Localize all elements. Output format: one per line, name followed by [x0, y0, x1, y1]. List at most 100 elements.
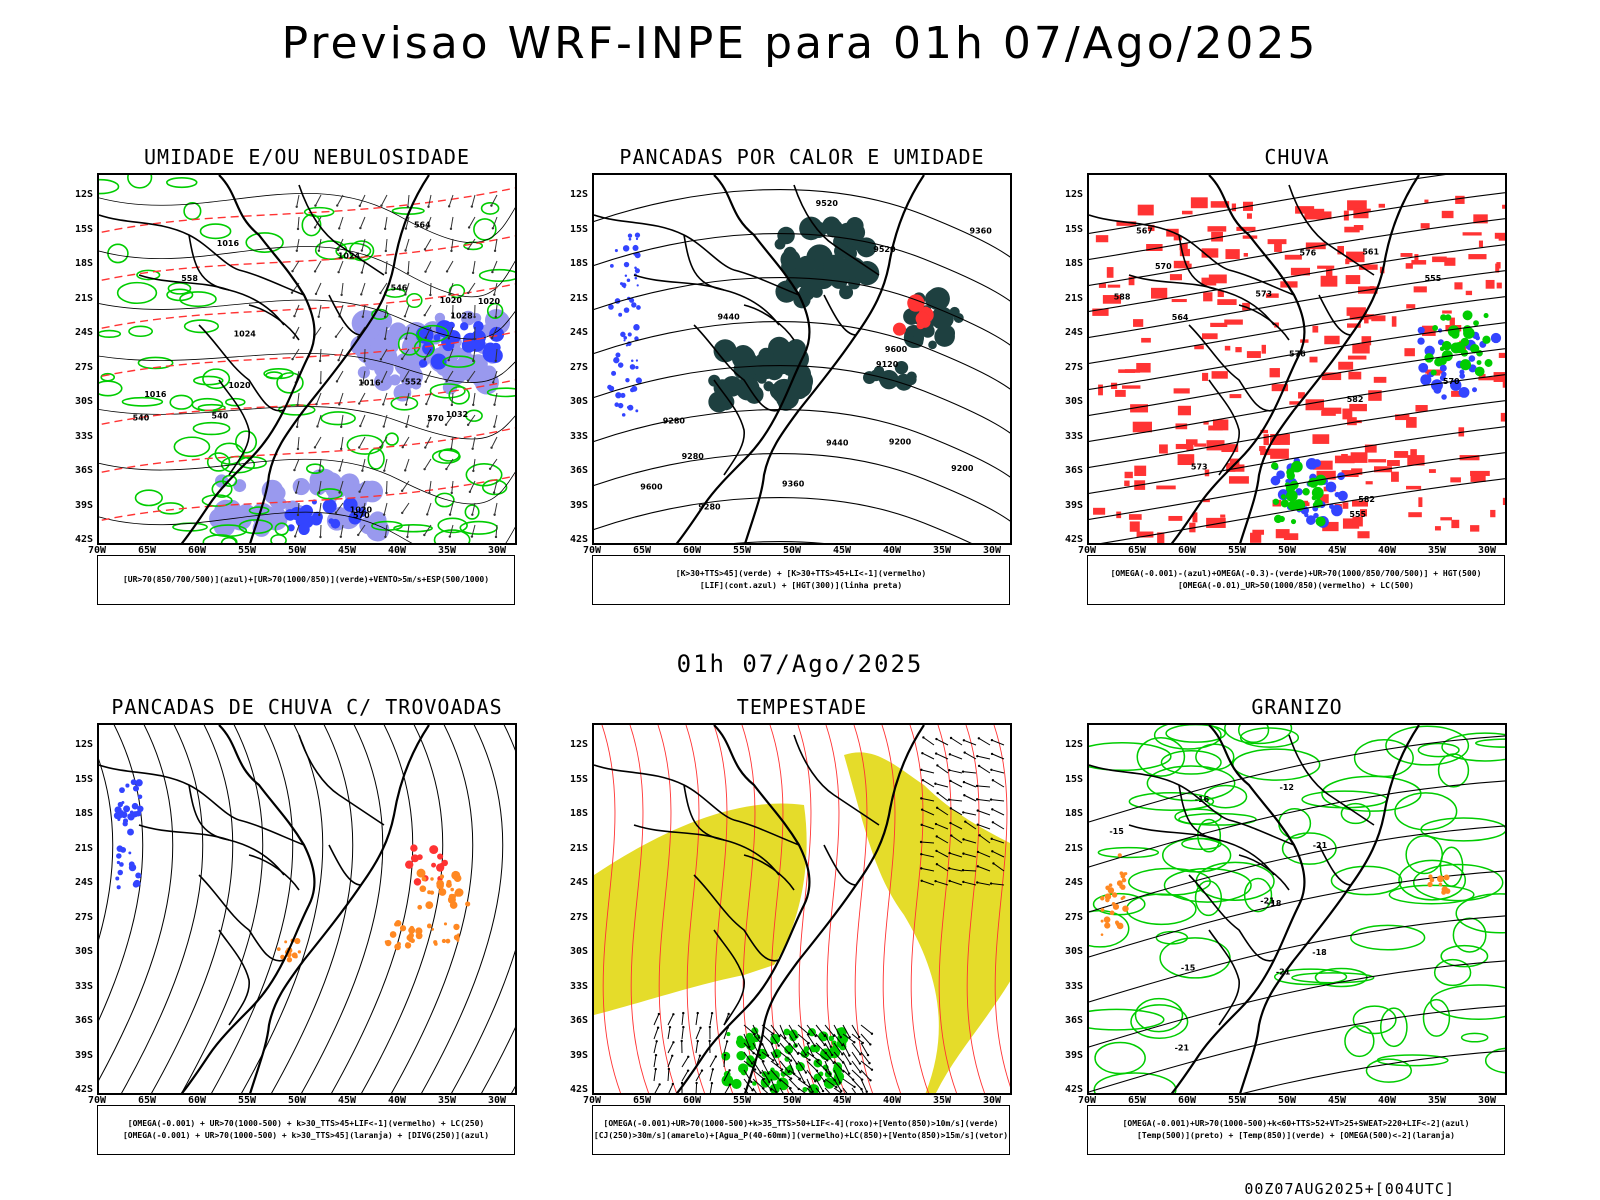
contour-label: 9280 [663, 417, 686, 426]
wind-vector-head [655, 1040, 658, 1043]
wind-vector-head [680, 1039, 683, 1043]
wind-vector [359, 194, 366, 207]
shaded-area [1427, 881, 1433, 888]
humidity-contour [166, 176, 198, 189]
shaded-area [437, 853, 444, 860]
streamline [271, 725, 354, 1093]
shaded-area [1306, 515, 1316, 525]
rain-area [1422, 325, 1436, 336]
shaded-area [1450, 379, 1462, 391]
contour-label: 9120 [876, 360, 899, 369]
rain-area [1181, 210, 1193, 215]
wind-vector [833, 1051, 844, 1063]
lon-label: 45W [337, 1095, 357, 1106]
rain-area [1496, 282, 1502, 289]
wind-vector-head [859, 1070, 862, 1074]
wind-vector [962, 869, 977, 872]
contour-label: 564 [1172, 313, 1189, 322]
wind-vector [402, 370, 410, 382]
wind-vector-head [963, 794, 966, 797]
lat-label: 42S [569, 1084, 588, 1095]
wind-vector [842, 1042, 850, 1056]
wind-vector-head [708, 1025, 712, 1029]
wind-vector [797, 1060, 807, 1073]
wind-vector [723, 1027, 729, 1040]
wind-vector-head [401, 380, 404, 383]
wind-vector [491, 260, 498, 273]
rain-area [1177, 405, 1191, 416]
wind-vector-head [358, 490, 361, 493]
state-border [683, 234, 725, 291]
rain-area [1128, 276, 1135, 286]
shaded-area [449, 901, 458, 909]
state-border [683, 784, 725, 841]
shaded-area [924, 289, 944, 309]
wind-vector [815, 1033, 826, 1046]
map-area [592, 723, 1012, 1095]
wind-vector-head [962, 852, 965, 855]
wind-vector [425, 392, 432, 405]
humidity-contour [192, 421, 231, 436]
wind-vector-head [423, 533, 426, 537]
temp850-contour [1385, 725, 1470, 766]
wind-vector [797, 1078, 810, 1088]
wind-vector-head [296, 227, 300, 231]
contour-label: 540 [133, 413, 150, 422]
wind-vector [358, 392, 366, 404]
streamline [881, 725, 902, 1093]
state-border [1178, 784, 1220, 841]
state-border [1188, 324, 1275, 412]
wind-vector [338, 348, 344, 361]
humidity-contour [464, 504, 480, 520]
shaded-area [617, 362, 624, 368]
wind-vector [977, 851, 991, 858]
shaded-area [839, 285, 854, 300]
shaded-area [1311, 495, 1317, 501]
wind-vector [824, 1060, 831, 1075]
shaded-area [721, 1051, 731, 1061]
wind-vector [667, 1027, 671, 1040]
wind-vector [797, 1042, 807, 1055]
humidity-contour [179, 291, 217, 308]
shaded-area [421, 876, 427, 882]
rain-area [1479, 373, 1486, 379]
wind-vector-head [696, 1039, 699, 1043]
lat-label: 39S [1064, 1049, 1083, 1061]
shaded-area [1115, 922, 1120, 927]
state-border [1288, 184, 1375, 276]
thickness-line [99, 331, 515, 378]
wind-vector [406, 524, 410, 537]
humidity-contour [274, 522, 289, 536]
wind-vector [681, 1070, 689, 1082]
wind-vector [314, 260, 322, 272]
wind-vector [824, 1069, 836, 1081]
shaded-area [1474, 366, 1485, 377]
temp850-contour [1273, 968, 1348, 986]
wind-vector-head [870, 1068, 874, 1071]
humidity-contour [235, 430, 258, 454]
wind-vector-head [319, 535, 322, 539]
shaded-area [1439, 357, 1447, 366]
height-contour [594, 365, 1010, 434]
wind-vector [921, 769, 935, 774]
thickness-line [99, 187, 515, 234]
shaded-area [1100, 933, 1104, 936]
lon-label: 45W [337, 545, 357, 556]
shaded-area [1459, 369, 1465, 375]
streamline [1089, 175, 1446, 234]
wind-vector-head [936, 764, 939, 767]
humidity-contour [206, 452, 231, 472]
rain-area [1451, 390, 1464, 397]
shaded-area [1117, 853, 1122, 858]
streamline [1089, 348, 1505, 416]
shaded-area [119, 787, 125, 794]
wind-vector [424, 348, 432, 360]
wind-vector [407, 194, 410, 207]
wind-vector-head [869, 1079, 872, 1082]
wind-vector-head [789, 1077, 793, 1080]
humidity-contour [478, 268, 515, 283]
shaded-area [736, 1083, 741, 1088]
wind-vector-head [839, 1036, 842, 1039]
wind-vector [339, 480, 344, 493]
wind-vector [695, 1082, 698, 1093]
